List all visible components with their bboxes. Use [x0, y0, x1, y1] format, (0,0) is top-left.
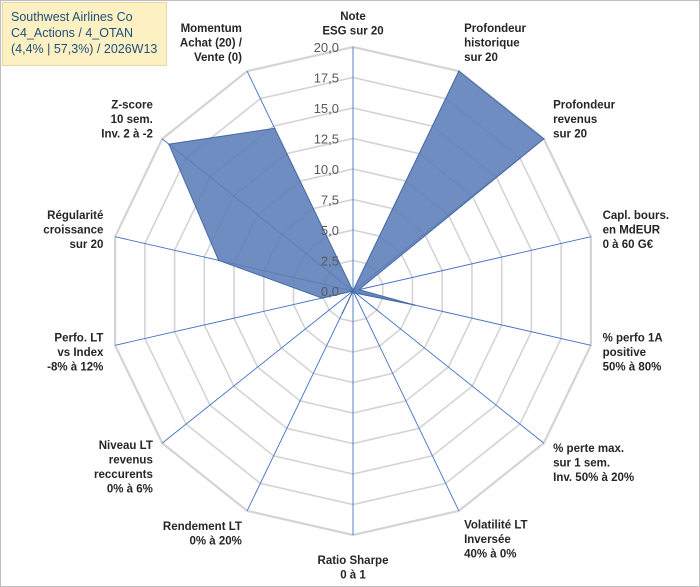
category-label: Capl. bours. en MdEUR 0 à 60 G€	[603, 210, 669, 251]
radar-series	[168, 70, 545, 314]
tick-label: 20,0	[314, 40, 339, 55]
category-label: Z-score 10 sem. Inv. 2 à -2	[101, 99, 153, 140]
category-label: Profondeur revenus sur 20	[553, 99, 615, 140]
tick-label: 17,5	[314, 71, 339, 86]
axis-spoke	[352, 236, 591, 292]
data-point	[352, 290, 354, 292]
data-point	[321, 297, 323, 299]
category-label: Momentum Achat (20) / Vente (0)	[180, 23, 243, 64]
tick-label: 2,5	[321, 254, 339, 269]
data-point	[355, 292, 357, 295]
tick-label: 7,5	[321, 193, 339, 208]
category-labels: Note ESG sur 20 Profondeur historique sur 20…	[43, 11, 669, 582]
data-point	[414, 304, 416, 306]
category-label: Ratio Sharpe 0 à 1	[318, 555, 389, 582]
category-label: Niveau LT revenus reccurents 0% à 6%	[94, 440, 153, 496]
tick-label: 15,0	[314, 101, 339, 116]
category-label: Note ESG sur 20	[322, 11, 383, 38]
axis-spoke	[246, 290, 354, 512]
data-point	[341, 312, 344, 314]
series-area	[168, 70, 545, 314]
tick-label: 5,0	[321, 223, 339, 238]
tick-label: 0,0	[321, 284, 339, 299]
category-label: % perte max. sur 1 sem. Inv. 50% à 20%	[553, 443, 634, 484]
axis-spoke	[161, 290, 354, 444]
chart-title-box: Southwest Airlines Co C4_Actions / 4_OTA…	[2, 2, 167, 66]
category-label: Régularité croissance sur 20	[43, 210, 103, 251]
category-label: Profondeur historique sur 20	[464, 23, 526, 64]
tick-label: 12,5	[314, 132, 339, 147]
data-point	[217, 259, 220, 262]
data-point	[273, 127, 276, 130]
data-point	[542, 138, 545, 140]
category-label: Volatilité LT Inversée 40% à 0%	[464, 520, 527, 561]
portfolio-name: C4_Actions / 4_OTAN	[11, 26, 134, 40]
company-name: Southwest Airlines Co	[11, 10, 133, 24]
tick-label: 10,0	[314, 162, 339, 177]
category-label: % perfo 1A positive 50% à 80%	[603, 333, 663, 374]
performance-stats: (4,4% | 57,3%) / 2026W13	[11, 42, 158, 56]
radial-axis-ticks: 0,0 2,5 5,0 7,5 10,0 12,5 15,0 17,5 20,0	[314, 40, 339, 299]
category-label: Perfo. LT vs Index -8% à 12%	[47, 333, 104, 374]
axis-spoke	[352, 290, 545, 444]
data-point	[168, 143, 170, 145]
category-label: Rendement LT 0% à 20%	[163, 521, 242, 548]
data-point	[358, 288, 360, 291]
data-point	[458, 70, 460, 72]
axis-spoke	[352, 290, 460, 512]
axis-spoke	[115, 290, 354, 346]
